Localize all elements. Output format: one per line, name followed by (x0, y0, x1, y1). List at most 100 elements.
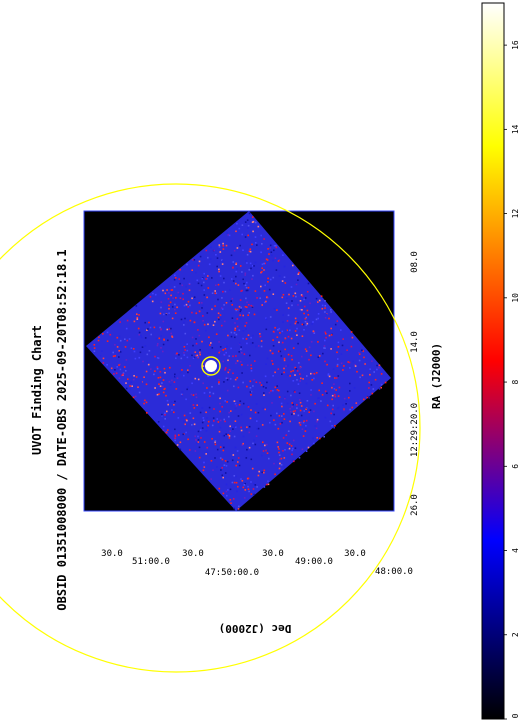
noise-pixel (311, 323, 313, 325)
noise-pixel (281, 373, 283, 375)
noise-pixel (198, 310, 201, 313)
noise-pixel (251, 278, 253, 280)
noise-pixel (225, 367, 228, 369)
noise-pixel (231, 278, 233, 280)
colorbar-ticks: 0 2 4 6 8 10 12 14 16 (504, 40, 520, 720)
noise-pixel (213, 408, 215, 410)
noise-pixel (249, 417, 252, 420)
noise-pixel (150, 368, 152, 370)
noise-pixel (126, 319, 129, 322)
noise-pixel (236, 377, 238, 379)
noise-pixel (283, 466, 285, 468)
noise-pixel (272, 330, 275, 333)
noise-pixel (254, 261, 257, 264)
noise-pixel (378, 366, 380, 369)
noise-pixel (363, 398, 365, 401)
noise-pixel (242, 314, 244, 317)
noise-pixel (263, 486, 266, 488)
noise-pixel (331, 394, 334, 397)
noise-pixel (218, 244, 221, 246)
noise-pixel (211, 277, 213, 279)
noise-pixel (358, 353, 361, 355)
ra-tick-label: 12:29:20.0 (410, 403, 420, 457)
noise-pixel (284, 348, 286, 351)
noise-pixel (263, 262, 265, 265)
noise-pixel (275, 244, 277, 247)
noise-pixel (234, 329, 236, 331)
noise-pixel (119, 368, 122, 371)
noise-pixel (336, 365, 339, 367)
noise-pixel (250, 364, 252, 366)
noise-pixel (233, 435, 236, 438)
noise-pixel (299, 308, 302, 311)
noise-pixel (224, 348, 227, 350)
noise-pixel (193, 296, 196, 298)
noise-pixel (153, 373, 155, 376)
noise-pixel (98, 336, 100, 339)
noise-pixel (286, 297, 288, 299)
noise-pixel (253, 379, 255, 381)
noise-pixel (240, 429, 243, 432)
noise-pixel (216, 257, 219, 259)
noise-pixel (167, 339, 169, 342)
noise-pixel (213, 249, 215, 252)
noise-pixel (119, 321, 121, 323)
noise-pixel (109, 333, 112, 336)
noise-pixel (164, 387, 166, 390)
noise-pixel (343, 409, 345, 412)
noise-pixel (223, 464, 226, 466)
noise-pixel (248, 304, 250, 306)
noise-pixel (305, 419, 308, 422)
noise-pixel (244, 306, 247, 308)
noise-pixel (296, 327, 298, 330)
noise-pixel (294, 330, 297, 332)
noise-pixel (294, 410, 296, 412)
noise-pixel (298, 271, 300, 274)
noise-pixel (224, 369, 226, 371)
noise-pixel (342, 338, 344, 340)
noise-pixel (206, 387, 208, 389)
noise-pixel (232, 428, 234, 430)
noise-pixel (198, 456, 201, 459)
noise-pixel (290, 394, 292, 397)
noise-pixel (247, 234, 249, 237)
noise-pixel (208, 406, 211, 409)
noise-pixel (159, 376, 162, 379)
noise-pixel (180, 393, 183, 396)
noise-pixel (219, 251, 222, 253)
noise-pixel (229, 425, 231, 428)
noise-pixel (260, 345, 263, 348)
noise-pixel (283, 359, 286, 362)
noise-pixel (272, 375, 274, 377)
noise-pixel (283, 276, 286, 278)
noise-pixel (147, 362, 149, 364)
noise-pixel (118, 364, 120, 366)
noise-pixel (308, 346, 311, 349)
noise-pixel (276, 441, 279, 444)
colorbar-tick-label: 6 (511, 464, 520, 469)
noise-pixel (299, 300, 302, 302)
noise-pixel (298, 392, 301, 394)
noise-pixel (268, 288, 271, 291)
noise-pixel (270, 390, 272, 392)
noise-pixel (278, 448, 280, 450)
noise-pixel (231, 459, 234, 462)
noise-pixel (252, 274, 254, 277)
noise-pixel (116, 366, 118, 368)
noise-pixel (260, 271, 262, 274)
noise-pixel (288, 447, 291, 450)
noise-pixel (308, 358, 310, 361)
noise-pixel (206, 426, 208, 429)
noise-pixel (226, 379, 229, 381)
noise-pixel (332, 368, 335, 370)
noise-pixel (257, 427, 260, 430)
noise-pixel (168, 312, 170, 314)
noise-pixel (196, 354, 199, 357)
noise-pixel (230, 331, 233, 334)
noise-pixel (317, 397, 319, 400)
noise-pixel (163, 313, 165, 316)
noise-pixel (114, 355, 116, 357)
noise-pixel (361, 374, 364, 377)
noise-pixel (168, 328, 171, 330)
noise-pixel (234, 426, 237, 428)
